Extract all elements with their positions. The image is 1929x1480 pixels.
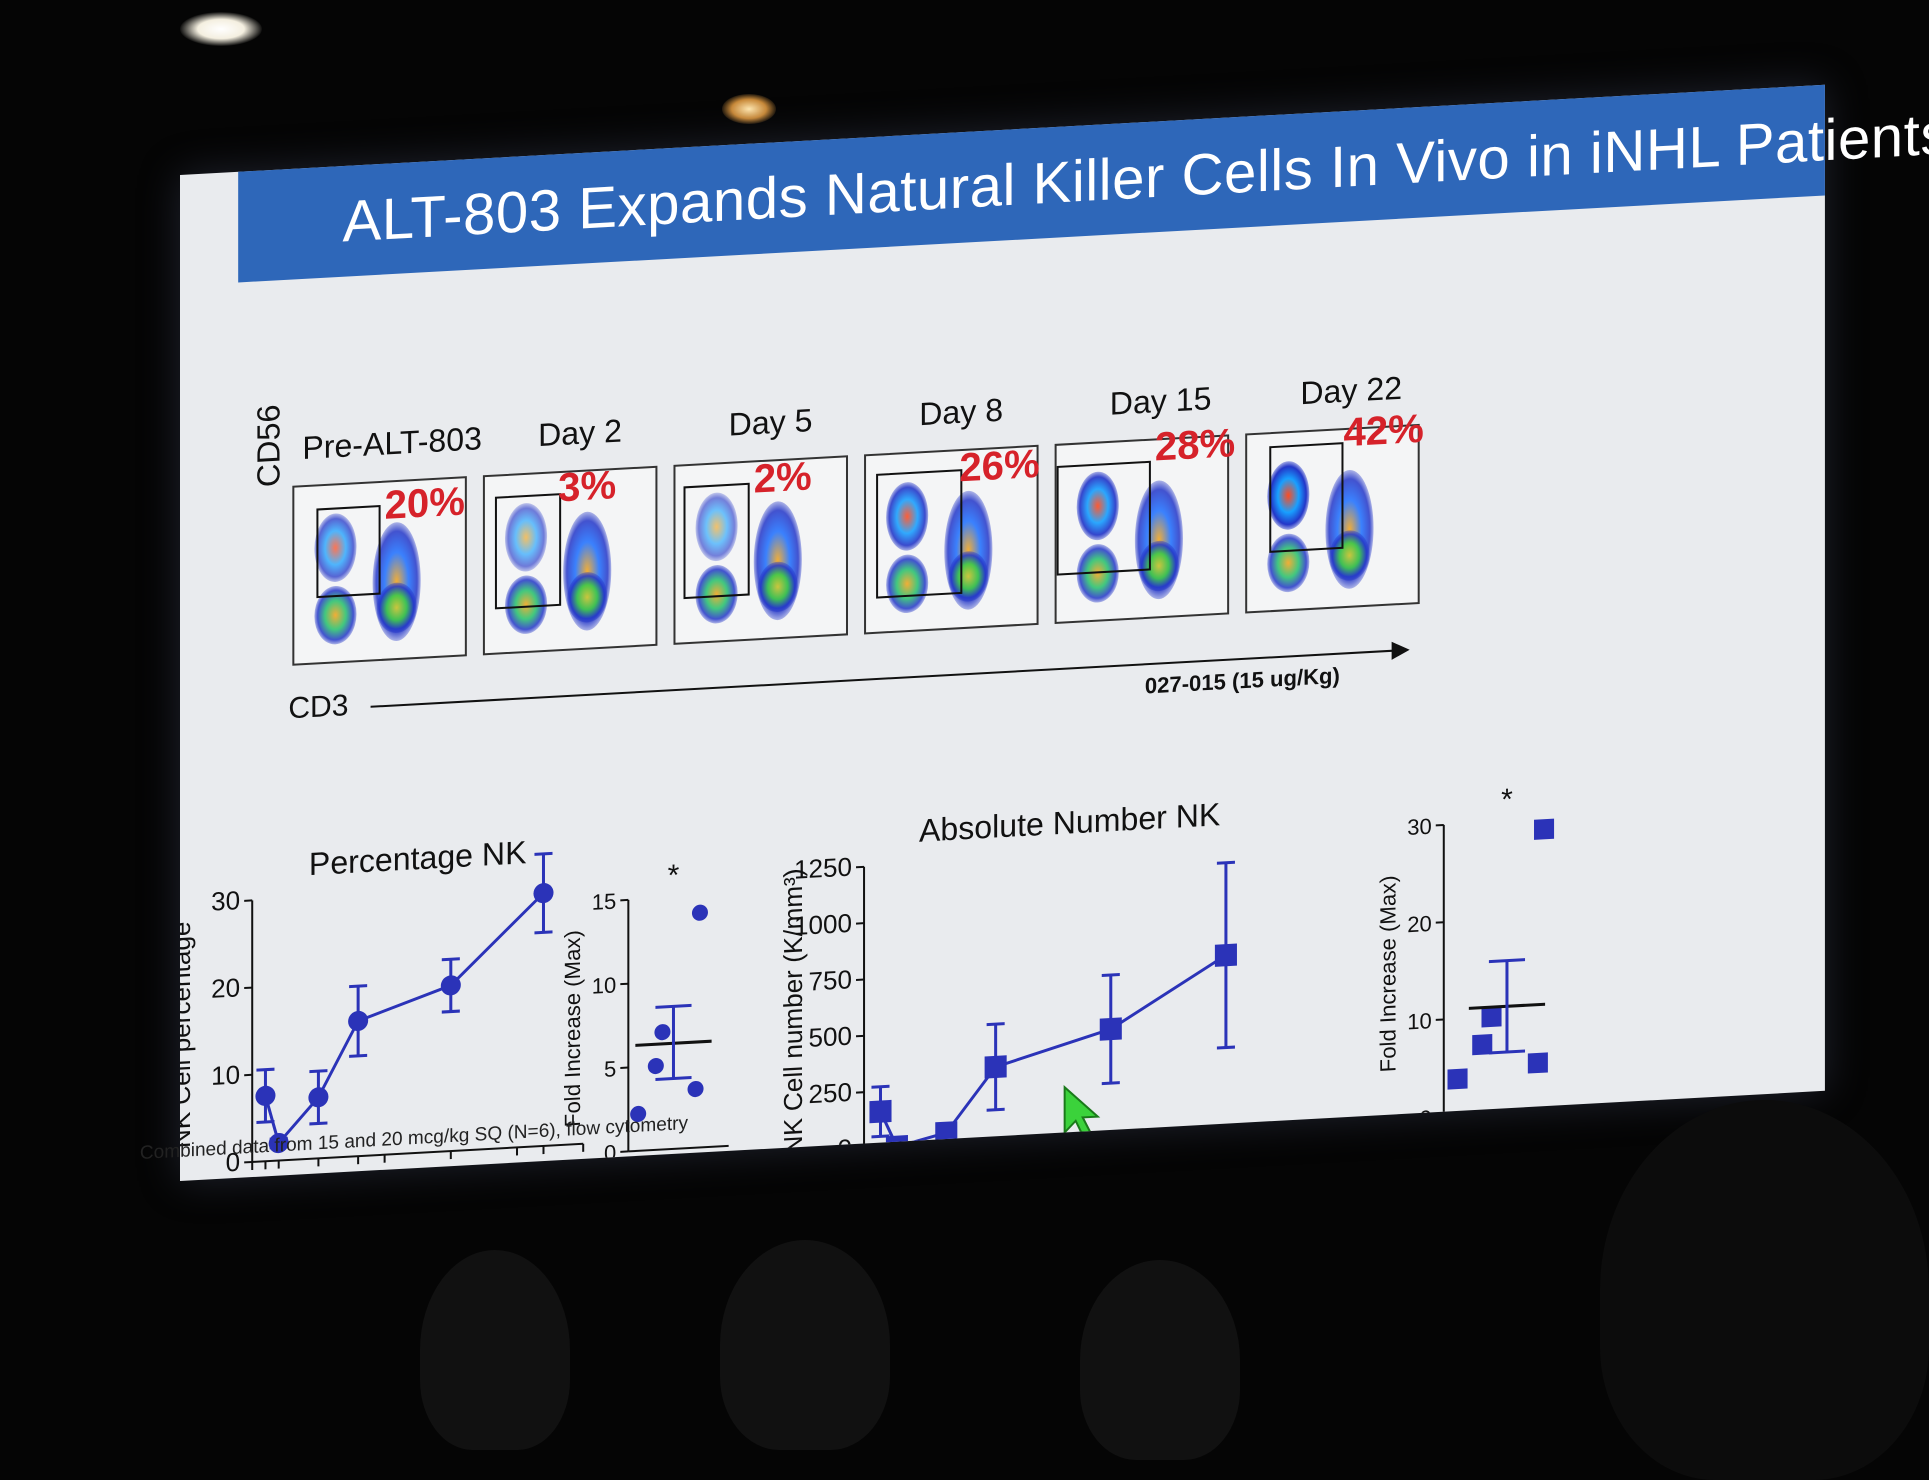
y-tick-label: 5: [604, 1056, 616, 1082]
chart-title: Percentage NK: [309, 834, 527, 882]
x-tick-label: 20: [1179, 1142, 1208, 1174]
data-point: [869, 1100, 891, 1123]
x-tick-label: 10: [1014, 1151, 1043, 1181]
data-point: [348, 1010, 368, 1031]
y-axis-label: NK Cell number (K/mm³): [778, 868, 808, 1156]
data-point: [688, 1081, 704, 1098]
y-tick-label: 20: [211, 972, 240, 1004]
y-tick-label: 10: [592, 972, 617, 998]
y-tick-label: 500: [809, 1021, 852, 1053]
data-point: [1448, 1068, 1468, 1089]
charts-canvas: 0102030012581015202225Time (Days)NK Cell…: [180, 85, 1825, 1181]
ceiling-light: [722, 94, 776, 124]
y-axis-label: Fold Increase (Max): [1376, 875, 1401, 1073]
error-cap: [349, 1055, 367, 1056]
data-point: [692, 904, 708, 921]
x-tick-label: 15: [436, 1162, 465, 1181]
cursor-icon: [1065, 1085, 1098, 1140]
x-tick-label: 22: [529, 1157, 558, 1181]
x-axis-line: [628, 1146, 728, 1152]
data-point: [1100, 1017, 1122, 1040]
sem-cap: [1489, 1051, 1525, 1053]
data-point: [441, 975, 461, 996]
sem-cap: [1489, 960, 1525, 962]
chart-title: Absolute Number NK: [919, 796, 1221, 849]
data-point: [1215, 943, 1237, 966]
data-point: [654, 1024, 670, 1041]
y-tick-label: 20: [1407, 911, 1432, 937]
data-point: [1534, 819, 1554, 840]
x-tick-label: 20: [503, 1159, 532, 1181]
error-cap: [1102, 1083, 1120, 1084]
y-axis-label: Fold Increase (Max): [560, 930, 585, 1128]
data-point: [886, 1135, 908, 1158]
series-line: [265, 893, 543, 1144]
x-axis-label: NK %: [640, 1159, 707, 1181]
series-line: [880, 955, 1225, 1147]
audience-head: [1600, 1100, 1929, 1480]
error-cap: [1217, 862, 1235, 863]
error-cap: [349, 986, 367, 987]
x-tick-label: 15: [1096, 1146, 1125, 1178]
error-cap: [1102, 975, 1120, 976]
error-cap: [871, 1086, 889, 1087]
data-point: [308, 1087, 328, 1108]
y-axis-label: NK Cell percentage: [180, 921, 196, 1149]
y-tick-label: 10: [211, 1059, 240, 1091]
x-tick-label: 25: [1261, 1137, 1290, 1169]
ceiling-light: [180, 12, 262, 46]
data-point: [255, 1085, 275, 1106]
data-point: [1481, 1006, 1501, 1027]
y-tick-label: 30: [211, 885, 240, 917]
error-cap: [442, 1011, 460, 1012]
x-tick-label: 2: [890, 1159, 904, 1181]
y-tick-label: 0: [1419, 1105, 1431, 1131]
x-tick-label: 1: [873, 1159, 887, 1181]
error-cap: [987, 1109, 1005, 1110]
data-point: [1528, 1052, 1548, 1073]
audience-silhouettes: [0, 1180, 1929, 1447]
data-point: [648, 1058, 664, 1075]
x-tick-label: 22: [1211, 1140, 1240, 1172]
x-tick-label: 25: [569, 1155, 598, 1181]
x-tick-label: 0: [857, 1160, 871, 1181]
error-cap: [1217, 1047, 1235, 1048]
x-tick-label: 5: [939, 1156, 953, 1181]
y-tick-label: 250: [809, 1077, 852, 1109]
error-cap: [442, 959, 460, 960]
error-cap: [256, 1069, 274, 1070]
y-tick-label: 0: [604, 1140, 616, 1166]
error-cap: [534, 853, 552, 854]
x-tick-label: 8: [988, 1153, 1002, 1181]
error-cap: [888, 1146, 906, 1147]
audience-head: [720, 1240, 890, 1450]
error-cap: [256, 1121, 274, 1122]
error-cap: [309, 1123, 327, 1124]
y-tick-label: 750: [809, 964, 852, 996]
x-axis-line: [1444, 1109, 1584, 1117]
error-cap: [888, 1143, 906, 1144]
y-tick-label: 15: [592, 889, 617, 915]
audience-head: [1080, 1260, 1240, 1460]
sem-cap: [655, 1078, 691, 1080]
y-tick-label: 30: [1407, 814, 1432, 840]
error-cap: [309, 1071, 327, 1072]
error-cap: [987, 1024, 1005, 1025]
data-point: [985, 1055, 1007, 1078]
y-tick-label: 10: [1407, 1008, 1432, 1034]
error-cap: [534, 932, 552, 933]
x-axis-label: NK #: [1478, 1124, 1536, 1157]
significance-asterisk: *: [668, 859, 680, 893]
y-tick-label: 0: [838, 1133, 852, 1164]
x-tick-label: 10: [370, 1166, 399, 1181]
data-point: [533, 883, 553, 904]
audience-head: [420, 1250, 570, 1450]
presentation-slide: ALT-803 Expands Natural Killer Cells In …: [180, 85, 1825, 1181]
data-point: [935, 1121, 957, 1144]
sem-cap: [655, 1005, 691, 1007]
significance-asterisk: *: [1501, 783, 1513, 817]
